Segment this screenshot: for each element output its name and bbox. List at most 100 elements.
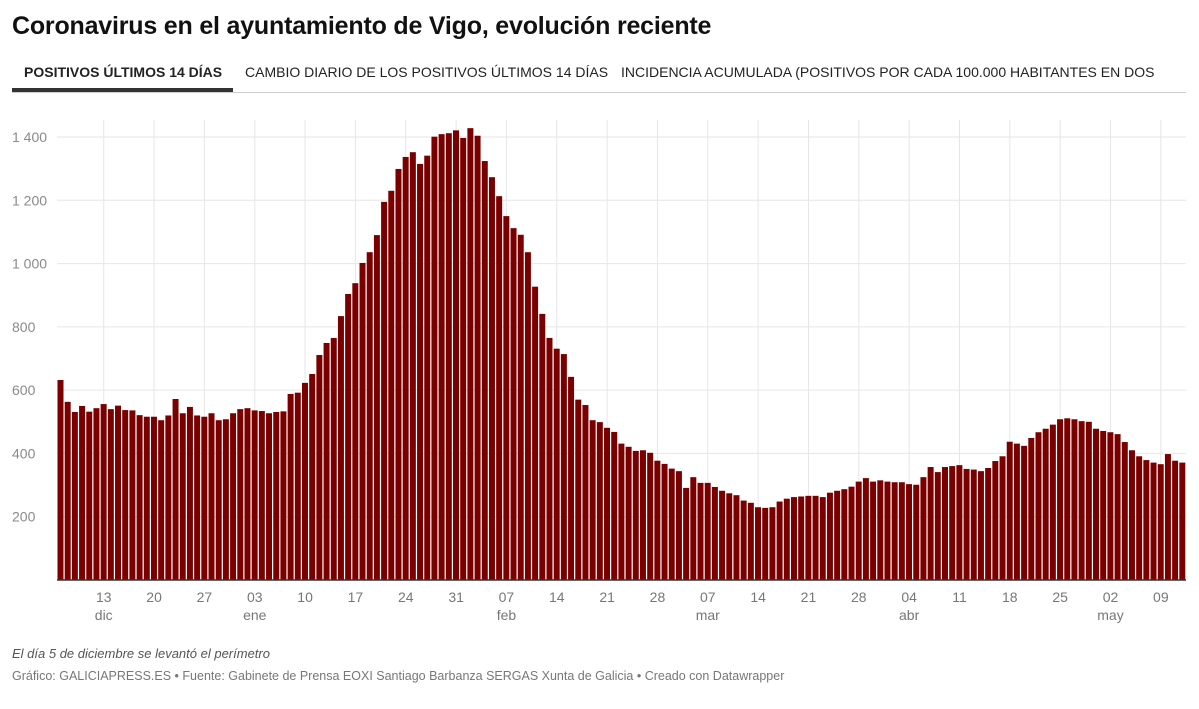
x-tick-label: 11 [952, 589, 967, 605]
bar [999, 456, 1006, 580]
bar [388, 190, 395, 581]
bar [568, 376, 575, 580]
bar [762, 507, 769, 580]
bar [194, 415, 201, 580]
bar [970, 469, 977, 580]
bar [769, 507, 776, 580]
bar [1164, 454, 1171, 580]
bar [179, 413, 186, 580]
bar [826, 492, 833, 580]
bar [719, 490, 726, 580]
bar [402, 156, 409, 580]
bar [755, 507, 762, 580]
bar [589, 420, 596, 580]
bar [445, 133, 452, 580]
y-tick-label: 200 [12, 509, 36, 525]
bar [337, 316, 344, 580]
x-tick-label: 28 [851, 589, 867, 605]
bar [870, 481, 877, 580]
bar [1093, 428, 1100, 580]
x-month-label: ene [243, 607, 267, 623]
chart-title: Coronavirus en el ayuntamiento de Vigo, … [12, 12, 712, 40]
bar [115, 405, 122, 580]
bar [359, 262, 366, 580]
bar [345, 293, 352, 580]
bar [409, 152, 416, 580]
x-tick-label: 13 [96, 589, 112, 605]
x-tick-label: 24 [398, 589, 414, 605]
x-tick-label: 28 [650, 589, 666, 605]
bar [287, 393, 294, 580]
bar [1157, 464, 1164, 580]
tab-bar: POSITIVOS ÚLTIMOS 14 DÍAS CAMBIO DIARIO … [12, 60, 1186, 93]
bar [877, 480, 884, 580]
bar [841, 489, 848, 580]
tab-cambio-diario[interactable]: CAMBIO DIARIO DE LOS POSITIVOS ÚLTIMOS 1… [245, 64, 609, 80]
bar [1121, 442, 1128, 580]
bar [920, 477, 927, 580]
x-tick-label: 21 [801, 589, 817, 605]
bar [992, 461, 999, 580]
bar [1021, 445, 1028, 580]
bar [316, 355, 323, 580]
bar [237, 409, 244, 580]
bar-chart: 200 400 600 800 1 000 1 200 1 400 13 dic 20 27 03 en… [12, 120, 1186, 623]
x-tick-label: 20 [146, 589, 162, 605]
x-tick-label: 17 [348, 589, 364, 605]
x-tick-label: 14 [549, 589, 565, 605]
bar [747, 502, 754, 580]
chart-credit: Gráfico: GALICIAPRESS.ES • Fuente: Gabin… [12, 669, 785, 683]
x-tick-label: 03 [247, 589, 263, 605]
y-tick-label: 1 400 [12, 129, 47, 145]
bar [942, 467, 948, 580]
bar [532, 286, 539, 580]
bar [812, 495, 819, 580]
bar [697, 482, 704, 580]
bar [834, 490, 841, 580]
bar [488, 177, 495, 580]
x-tick-label: 31 [448, 589, 464, 605]
x-tick-label: 09 [1153, 589, 1169, 605]
bar [496, 196, 503, 580]
bar [230, 413, 237, 580]
x-month-label: may [1097, 607, 1123, 623]
x-month-label: mar [696, 607, 720, 623]
bar [790, 497, 797, 580]
bar [906, 484, 913, 580]
bar [934, 472, 941, 580]
bar [294, 392, 301, 580]
bar [1136, 456, 1143, 580]
bar [985, 467, 992, 580]
bar [266, 413, 273, 580]
bar [373, 235, 380, 581]
bar [460, 137, 467, 580]
y-tick-label: 800 [12, 319, 36, 335]
bar [129, 410, 136, 580]
bar [366, 252, 373, 580]
bar [417, 163, 424, 580]
tab-positivos-14-dias[interactable]: POSITIVOS ÚLTIMOS 14 DÍAS [24, 64, 223, 80]
bar [1107, 432, 1114, 580]
bar [848, 486, 855, 580]
bar [424, 155, 431, 580]
bar [395, 168, 402, 580]
bar [165, 415, 172, 580]
x-tick-label: 21 [599, 589, 615, 605]
x-tick-label: 27 [197, 589, 213, 605]
bar [150, 416, 157, 580]
bar [524, 252, 531, 580]
bar [100, 404, 107, 580]
bar [64, 401, 71, 580]
tab-incidencia-acumulada[interactable]: INCIDENCIA ACUMULADA (POSITIVOS POR CADA… [621, 64, 1155, 80]
bar [86, 411, 93, 580]
bar [323, 342, 330, 580]
bar [711, 486, 718, 580]
bar [661, 463, 668, 580]
bar [438, 134, 445, 580]
bar [136, 415, 143, 580]
bar [1035, 432, 1042, 580]
bar [79, 405, 86, 580]
bar [1013, 443, 1020, 580]
bar [258, 411, 265, 580]
